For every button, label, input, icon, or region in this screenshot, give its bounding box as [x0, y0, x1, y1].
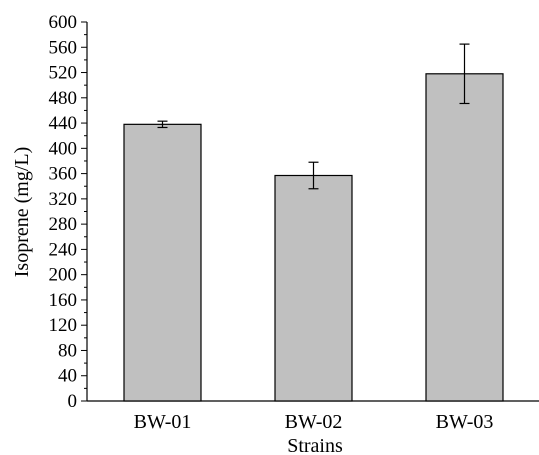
- y-tick-label: 280: [49, 214, 78, 235]
- bar: [274, 174, 353, 402]
- x-tick-label: BW-02: [285, 411, 343, 433]
- y-tick-label: 360: [49, 164, 78, 185]
- y-tick-label: 400: [49, 138, 78, 159]
- bar: [425, 73, 504, 402]
- y-tick-label: 0: [68, 391, 78, 412]
- y-tick-label: 160: [49, 290, 78, 311]
- x-tick-label: BW-03: [436, 411, 494, 433]
- x-tick-label: BW-01: [134, 411, 192, 433]
- y-tick-label: 80: [58, 340, 77, 361]
- y-tick-label: 120: [49, 315, 78, 336]
- y-tick-label: 200: [49, 265, 78, 286]
- y-tick-label: 440: [49, 113, 78, 134]
- y-tick-label: 520: [49, 63, 78, 84]
- error-bars: [157, 43, 470, 190]
- y-tick-label: 480: [49, 88, 78, 109]
- x-axis-ticks: BW-01 BW-02 BW-03: [134, 411, 494, 433]
- y-tick-label: 240: [49, 239, 78, 260]
- x-axis-label: Strains: [287, 435, 343, 455]
- y-tick-label: 560: [49, 37, 78, 58]
- bar: [123, 123, 202, 402]
- y-tick-label: 40: [58, 366, 77, 387]
- y-tick-label: 320: [49, 189, 78, 210]
- y-axis-ticks: 0 40 80 120 160 200 240 280 320 360 400 440 480 520 56…: [49, 12, 87, 412]
- y-tick-label: 600: [49, 12, 78, 33]
- y-axis-label: Isoprene (mg/L): [11, 147, 33, 278]
- bars: [123, 73, 504, 402]
